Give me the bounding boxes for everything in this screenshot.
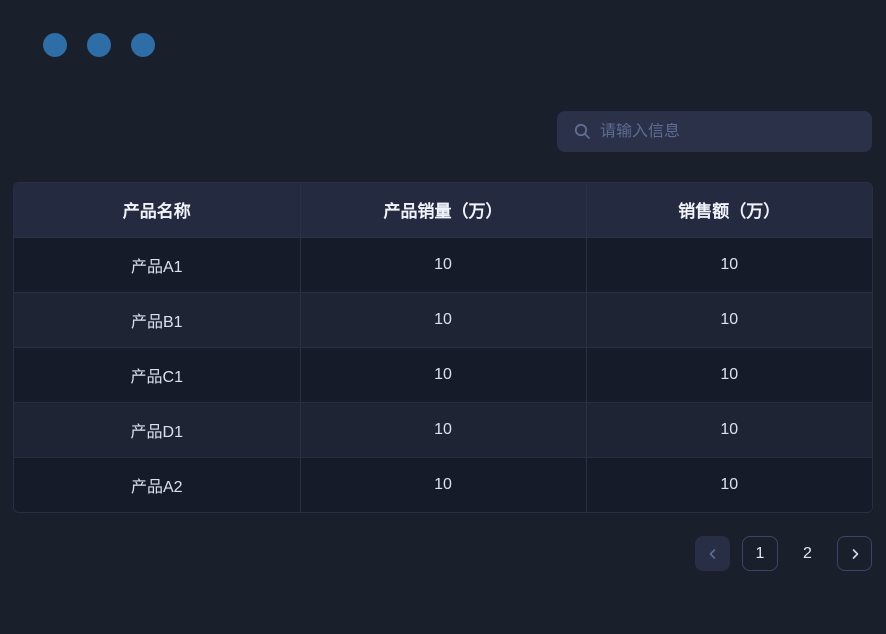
column-header-product-sales: 产品销量（万） — [300, 183, 587, 238]
table-row: 产品D1 10 10 — [14, 402, 872, 458]
table-cell: 10 — [300, 237, 587, 293]
table-row: 产品C1 10 10 — [14, 347, 872, 403]
search-input[interactable] — [600, 122, 858, 141]
table-cell: 10 — [586, 347, 872, 403]
window-dot-icon[interactable] — [87, 33, 111, 57]
table-header-row: 产品名称 产品销量（万） 销售额（万） — [14, 183, 872, 238]
table-cell: 10 — [300, 402, 587, 458]
column-header-sales-amount: 销售额（万） — [586, 183, 872, 238]
table-cell: 10 — [300, 347, 587, 403]
table-cell: 10 — [586, 237, 872, 293]
chevron-left-icon — [707, 548, 719, 560]
pagination: 1 2 — [695, 536, 872, 571]
table-body: 产品A1 10 10 产品B1 10 10 产品C1 10 10 产品D1 10 10 产品A2 10 10 — [14, 237, 872, 512]
window-controls — [43, 33, 155, 57]
product-table: 产品名称 产品销量（万） 销售额（万） 产品A1 10 10 产品B1 10 10 产品C1… — [13, 182, 873, 513]
column-header-product-name: 产品名称 — [14, 183, 301, 238]
table-cell: 产品A2 — [14, 457, 301, 512]
pagination-page-1[interactable]: 1 — [742, 536, 778, 571]
table-cell: 10 — [300, 292, 587, 348]
pagination-prev-button[interactable] — [695, 536, 730, 571]
pagination-next-button[interactable] — [837, 536, 872, 571]
table-cell: 产品B1 — [14, 292, 301, 348]
table-row: 产品A2 10 10 — [14, 457, 872, 512]
table-cell: 10 — [300, 457, 587, 512]
chevron-right-icon — [849, 548, 861, 560]
table-cell: 产品C1 — [14, 347, 301, 403]
pagination-page-2[interactable]: 2 — [790, 536, 825, 571]
table-row: 产品A1 10 10 — [14, 237, 872, 293]
table-cell: 产品A1 — [14, 237, 301, 293]
search-icon — [574, 123, 591, 140]
table-row: 产品B1 10 10 — [14, 292, 872, 348]
window-dot-icon[interactable] — [43, 33, 67, 57]
window-dot-icon[interactable] — [131, 33, 155, 57]
table-cell: 10 — [720, 475, 739, 493]
table-cell: 10 — [586, 402, 872, 458]
table-cell: 10 — [586, 292, 872, 348]
search-box[interactable] — [557, 111, 872, 152]
table-cell: 产品D1 — [14, 402, 301, 458]
